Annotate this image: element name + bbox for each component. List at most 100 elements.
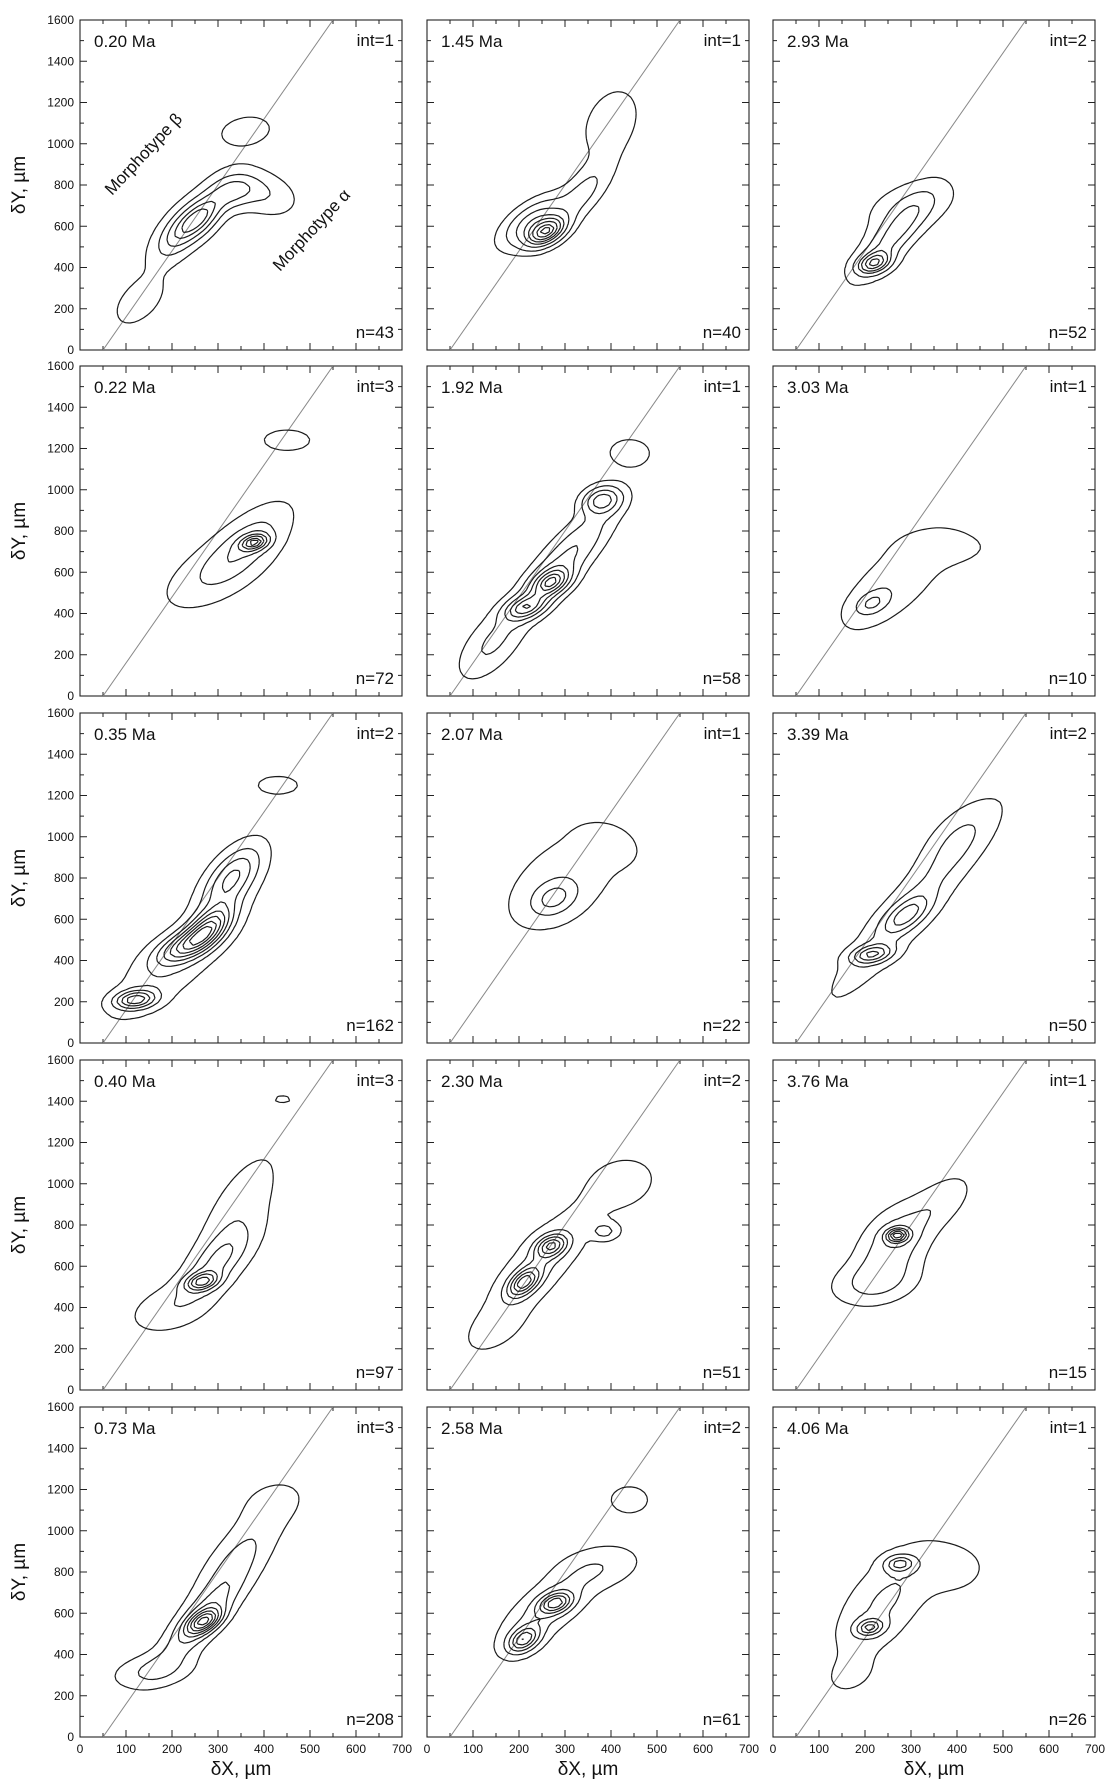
sample-size-label: n=97 <box>356 1363 394 1382</box>
x-tick-label: 0 <box>77 1742 84 1756</box>
y-tick-label: 800 <box>54 871 74 885</box>
age-label: 0.22 Ma <box>94 378 156 397</box>
y-tick-label: 1600 <box>47 706 74 720</box>
density-contour <box>245 537 262 548</box>
density-contour <box>181 208 209 233</box>
panel-frame <box>79 1059 403 1391</box>
y-tick-label: 1600 <box>47 1400 74 1414</box>
panel-frame <box>79 365 403 697</box>
density-contour <box>844 176 955 286</box>
density-contour <box>509 1236 565 1296</box>
density-contour <box>851 1209 931 1295</box>
y-tick-label: 200 <box>54 1342 74 1356</box>
chart-panel: 0 200 400 600 800 1000 1200 1400 1600 δY, µm 0 100 2… <box>9 1400 412 1780</box>
sample-size-label: n=15 <box>1049 1363 1087 1382</box>
density-contour <box>857 204 920 274</box>
y-axis-title: δY, µm <box>9 502 30 560</box>
interval-label: int=3 <box>357 1418 394 1437</box>
density-contour <box>493 1486 649 1662</box>
y-tick-label: 800 <box>54 178 74 192</box>
sample-size-label: n=26 <box>1049 1710 1087 1729</box>
interval-label: int=2 <box>704 1418 741 1437</box>
density-contour <box>868 258 880 267</box>
y-tick-label: 800 <box>54 1565 74 1579</box>
density-contour <box>544 576 557 588</box>
y-tick-label: 200 <box>54 1689 74 1703</box>
sample-size-label: n=50 <box>1049 1016 1087 1035</box>
y-tick-label: 1200 <box>47 1483 74 1497</box>
panel-frame <box>426 1406 750 1738</box>
y-tick-label: 200 <box>54 995 74 1009</box>
density-contour <box>541 887 567 908</box>
panel-frame <box>79 19 403 351</box>
chart-panel: 3.39 Ma int=2 n=50 <box>772 712 1096 1044</box>
age-label: 3.39 Ma <box>787 725 849 744</box>
y-tick-label: 1000 <box>47 483 74 497</box>
panel-frame <box>426 365 750 697</box>
y-tick-label: 1400 <box>47 747 74 761</box>
density-contour <box>121 869 241 1007</box>
density-contour <box>539 227 551 235</box>
age-label: 0.73 Ma <box>94 1419 156 1438</box>
density-contour <box>515 207 570 248</box>
density-contour <box>249 539 259 546</box>
density-contour <box>892 1232 903 1239</box>
x-tick-label: 100 <box>463 1742 483 1756</box>
density-contour <box>458 439 650 680</box>
y-tick-label: 800 <box>54 1218 74 1232</box>
x-tick-label: 400 <box>254 1742 274 1756</box>
chart-panel: 0 100 200 300 400 500 600 700 δX, µm 4.06 Ma int=1… <box>770 1406 1105 1780</box>
chart-panel: 0 200 400 600 800 1000 1200 1400 1600 δY, µm 0.40 … <box>9 1053 403 1397</box>
sample-size-label: n=162 <box>346 1016 394 1035</box>
x-tick-label: 100 <box>809 1742 829 1756</box>
chart-panel: 0 200 400 600 800 1000 1200 1400 1600 δY, µm 0.20 … <box>9 13 403 357</box>
sample-size-label: n=61 <box>703 1710 741 1729</box>
density-contour <box>504 489 618 622</box>
density-contour <box>134 1095 291 1331</box>
y-axis-title: δY, µm <box>9 1543 30 1601</box>
panel-frame <box>772 19 1096 351</box>
age-label: 0.35 Ma <box>94 725 156 744</box>
y-axis-title: δY, µm <box>9 849 30 907</box>
one-to-one-line <box>795 1407 1027 1737</box>
density-contour <box>195 1276 211 1286</box>
density-contour <box>889 1230 905 1241</box>
density-contour <box>881 1224 914 1249</box>
density-contour <box>860 249 889 272</box>
interval-label: int=1 <box>704 31 741 50</box>
y-tick-label: 1400 <box>47 400 74 414</box>
y-tick-label: 1400 <box>47 1094 74 1108</box>
age-label: 1.92 Ma <box>441 378 503 397</box>
age-label: 3.03 Ma <box>787 378 849 397</box>
interval-label: int=1 <box>1050 1071 1087 1090</box>
panel-frame <box>426 712 750 1044</box>
interval-label: int=2 <box>1050 724 1087 743</box>
density-contour <box>522 573 561 609</box>
y-tick-label: 600 <box>54 1606 74 1620</box>
y-tick-label: 400 <box>54 261 74 275</box>
y-tick-label: 1000 <box>47 137 74 151</box>
chart-panel: 0 200 400 600 800 1000 1200 1400 1600 δY, µm 0.35 … <box>9 706 403 1050</box>
chart-panel: 2.93 Ma int=2 n=52 <box>772 19 1096 351</box>
x-tick-label: 200 <box>162 1742 182 1756</box>
y-tick-label: 1400 <box>47 1441 74 1455</box>
chart-panel: 1.92 Ma int=1 n=58 <box>426 365 750 697</box>
density-contour <box>530 876 579 916</box>
y-tick-label: 1000 <box>47 1177 74 1191</box>
x-tick-label: 300 <box>208 1742 228 1756</box>
chart-panel: 0 200 400 600 800 1000 1200 1400 1600 δY, µm 0.22 … <box>9 359 403 703</box>
interval-label: int=2 <box>357 724 394 743</box>
x-tick-label: 100 <box>116 1742 136 1756</box>
density-contour <box>166 181 251 247</box>
y-tick-label: 1600 <box>47 359 74 373</box>
y-axis-title: δY, µm <box>9 1196 30 1254</box>
panel-frame <box>79 712 403 1044</box>
panel-frame <box>772 1406 1096 1738</box>
panel-frame <box>772 365 1096 697</box>
morphotype-beta-label: Morphotype β <box>101 109 186 198</box>
panel-frame <box>426 19 750 351</box>
one-to-one-line <box>449 1407 681 1737</box>
sample-size-label: n=208 <box>346 1710 394 1729</box>
chart-panel: 2.07 Ma int=1 n=22 <box>426 712 750 1044</box>
density-contour <box>532 220 558 241</box>
